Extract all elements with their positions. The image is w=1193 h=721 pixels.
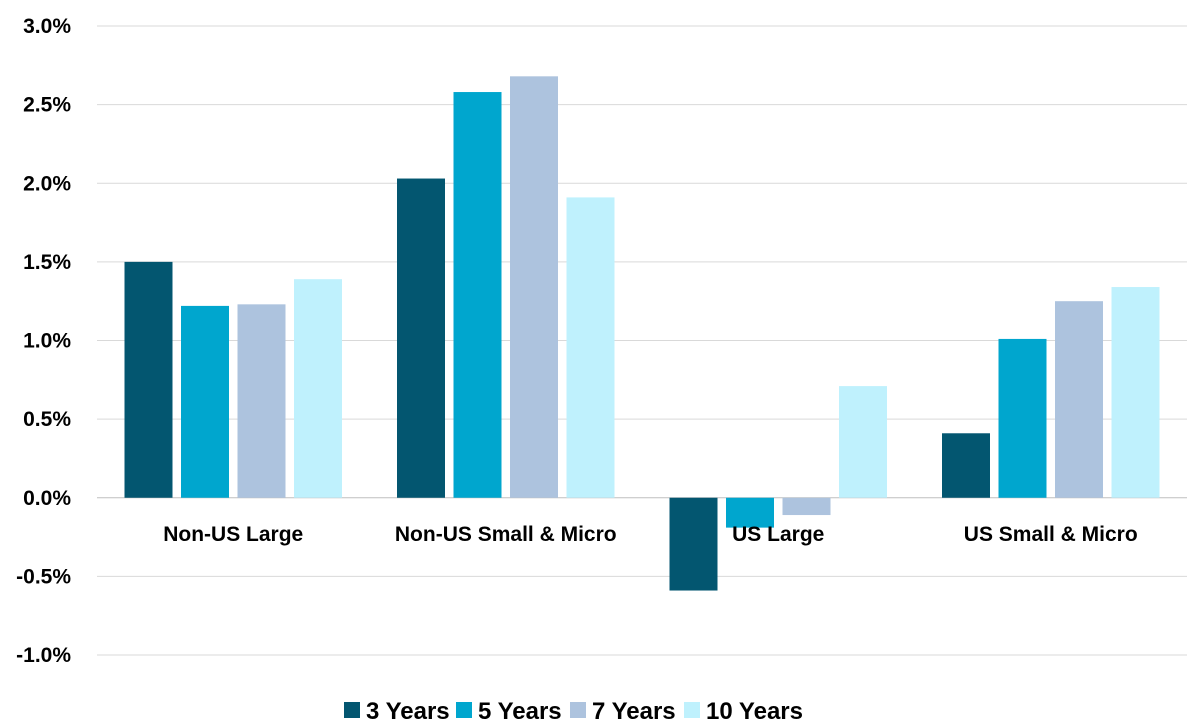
bar-2-3 xyxy=(726,497,774,528)
bar-1-4 xyxy=(942,433,990,498)
bar-1-2 xyxy=(397,178,445,498)
legend-swatch xyxy=(684,702,700,718)
bar-4-3 xyxy=(839,386,887,498)
y-axis-tick-labels: 3.0% 2.5% 2.0% 1.5% 1.0% 0.5% 0.0% -0.5% -1.0% xyxy=(16,15,71,667)
legend-label: 5 Years xyxy=(478,698,562,721)
bar-1-3 xyxy=(669,497,718,591)
y-tick-label: -0.5% xyxy=(16,565,71,588)
y-tick-label: 2.5% xyxy=(23,94,71,117)
y-tick-label: 3.0% xyxy=(23,15,71,38)
legend-label: 7 Years xyxy=(592,698,676,721)
y-tick-label: -1.0% xyxy=(16,644,71,667)
legend-swatch xyxy=(344,702,360,718)
bar-3-4 xyxy=(1055,301,1103,498)
bar-3-3 xyxy=(782,497,831,516)
category-label: Non-US Small & Micro xyxy=(395,523,617,546)
legend-label: 3 Years xyxy=(366,698,450,721)
y-tick-label: 1.5% xyxy=(23,251,71,274)
legend-swatch xyxy=(456,702,472,718)
category-label: US Small & Micro xyxy=(964,523,1138,546)
bar-3-1 xyxy=(237,304,286,498)
category-label: Non-US Large xyxy=(163,523,303,546)
legend-label: 10 Years xyxy=(706,698,803,721)
bar-2-4 xyxy=(998,338,1047,498)
bar-1-1 xyxy=(124,261,173,498)
bar-4-2 xyxy=(566,197,615,498)
bar-2-2 xyxy=(453,92,502,498)
y-tick-label: 2.0% xyxy=(23,172,71,195)
bar-2-1 xyxy=(181,305,229,498)
bar-4-4 xyxy=(1111,287,1160,498)
bars xyxy=(124,76,1160,591)
category-labels: Non-US Large Non-US Small & Micro US Large… xyxy=(163,523,1137,546)
legend: 3 Years 5 Years 7 Years 10 Years xyxy=(344,698,803,721)
y-tick-label: 0.0% xyxy=(23,487,71,510)
legend-swatch xyxy=(570,702,586,718)
y-tick-label: 1.0% xyxy=(23,330,71,353)
y-tick-label: 0.5% xyxy=(23,408,71,431)
category-label: US Large xyxy=(732,523,824,546)
bar-3-2 xyxy=(510,76,558,498)
bar-4-1 xyxy=(294,279,342,498)
